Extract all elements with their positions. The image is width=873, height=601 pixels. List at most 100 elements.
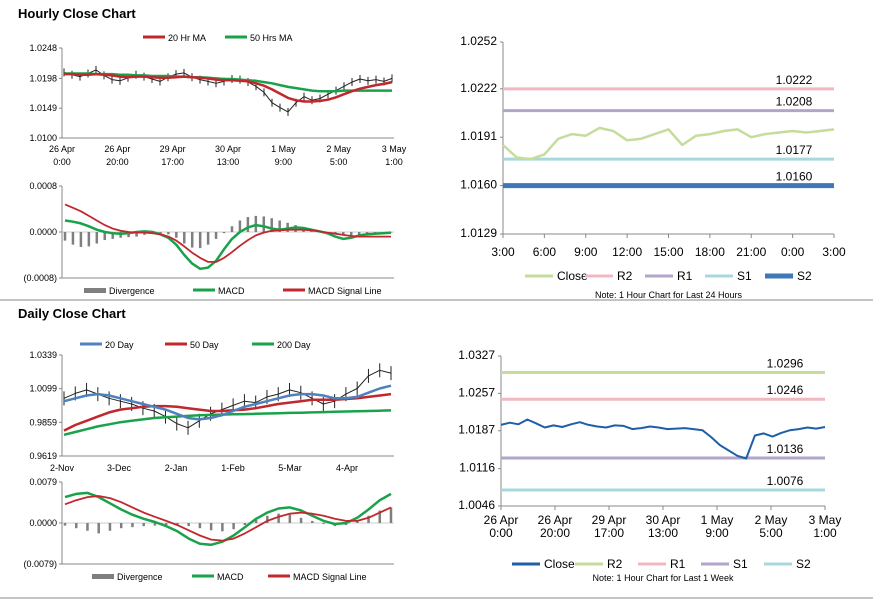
daily_pivot-close-line [500, 418, 826, 460]
daily_pivot-x-tick-label: 20:00 [540, 526, 570, 540]
daily-price-legend-label: 20 Day [105, 340, 134, 350]
hourly-price-x-tick-label: 30 Apr [215, 144, 241, 154]
hourly_pivot-level-label: 1.0222 [776, 73, 813, 87]
daily_macd-legend-swatch [92, 574, 114, 579]
hourly-price-x-tick-label: 26 Apr [104, 144, 130, 154]
daily_pivot-x-tick-label: 17:00 [594, 526, 624, 540]
hourly_pivot-level-label: 1.0208 [776, 95, 813, 109]
daily-price-legend-label: 200 Day [277, 340, 311, 350]
hourly_pivot-y-tick-label: 1.0252 [460, 34, 497, 48]
daily_pivot-note: Note: 1 Hour Chart for Last 1 Week [593, 573, 734, 583]
hourly_pivot-y-tick-label: 1.0222 [460, 81, 497, 95]
daily_pivot-x-tick-label: 13:00 [648, 526, 678, 540]
hourly_pivot-x-tick-label: 12:00 [612, 245, 642, 259]
daily_pivot-x-tick-label: 0:00 [489, 526, 513, 540]
daily_macd-y-tick-label: 0.0000 [29, 518, 57, 528]
daily_macd-legend-label: MACD [217, 572, 244, 582]
daily_pivot-x-tick-label: 3 May [809, 513, 842, 527]
hourly_pivot-y-tick-label: 1.0129 [460, 226, 497, 240]
hourly-section-title: Hourly Close Chart [18, 6, 136, 21]
hourly-price-legend-label: 50 Hrs MA [250, 33, 293, 43]
daily_pivot-x-tick-label: 26 Apr [484, 513, 519, 527]
hourly-price-y-tick-label: 1.0100 [29, 133, 57, 143]
daily-price-x-tick-label: 2-Nov [50, 463, 75, 473]
daily_macd-legend-label: Divergence [117, 572, 163, 582]
daily_macd-legend-label: MACD Signal Line [293, 572, 367, 582]
hourly_macd-signal-line [64, 203, 391, 263]
hourly_pivot-level-label: 1.0177 [776, 143, 813, 157]
hourly-price-x-tick-label: 20:00 [106, 157, 129, 167]
daily-price-legend-label: 50 Day [190, 340, 219, 350]
daily_pivot-y-tick-label: 1.0257 [458, 385, 495, 399]
daily-pivot-chart: 1.0327 1.0257 1.0187 1.0116 1.0046 1.0296 1.02… [458, 348, 841, 583]
hourly-20hr-ma-line [64, 72, 393, 103]
hourly-pivot-chart: 1.0252 1.0222 1.0191 1.0160 1.0129 1.0222 1.02… [460, 34, 846, 300]
daily_macd-y-tick-label: (0.0079) [23, 559, 57, 569]
hourly-price-y-tick-label: 1.0248 [29, 43, 57, 53]
hourly_macd-y-tick-label: 0.0008 [29, 181, 57, 191]
daily-20day-ma-line [63, 384, 392, 421]
hourly_macd-legend-label: MACD Signal Line [308, 286, 382, 296]
hourly_pivot-x-tick-label: 15:00 [653, 245, 683, 259]
daily_macd-signal-line [64, 495, 392, 542]
hourly-price-x-tick-label: 2 May [326, 144, 351, 154]
hourly_pivot-legend-label: Close [557, 269, 588, 283]
daily_pivot-x-tick-label: 1:00 [813, 526, 837, 540]
daily_pivot-legend-label: R2 [607, 557, 623, 571]
daily-section-title: Daily Close Chart [18, 306, 126, 321]
daily-price-x-tick-label: 1-Feb [221, 463, 245, 473]
daily_pivot-level-label: 1.0136 [767, 442, 804, 456]
hourly-price-x-tick-label: 9:00 [275, 157, 293, 167]
daily_pivot-y-tick-label: 1.0046 [458, 498, 495, 512]
hourly-macd-chart: 0.0008 0.0000 (0.0008) Divergence MACD MACD S… [23, 181, 394, 296]
hourly_pivot-x-tick-label: 18:00 [695, 245, 725, 259]
daily_pivot-y-tick-label: 1.0187 [458, 423, 495, 437]
hourly_pivot-y-tick-label: 1.0160 [460, 178, 497, 192]
hourly_pivot-legend-label: S2 [797, 269, 812, 283]
hourly_pivot-level-label: 1.0160 [776, 170, 813, 184]
hourly_pivot-x-tick-label: 6:00 [533, 245, 557, 259]
daily-price-x-tick-label: 3-Dec [107, 463, 132, 473]
hourly_pivot-x-tick-label: 0:00 [781, 245, 805, 259]
daily-price-y-tick-label: 1.0099 [29, 384, 57, 394]
daily-price-chart: 1.0339 1.0099 0.9859 0.9619 2-Nov 3-Dec 2-Jan 1… [29, 340, 394, 473]
hourly_pivot-x-tick-label: 9:00 [574, 245, 598, 259]
hourly_macd-y-tick-label: 0.0000 [29, 227, 57, 237]
daily-price-y-tick-label: 1.0339 [29, 350, 57, 360]
hourly-price-x-tick-label: 13:00 [217, 157, 240, 167]
daily-price-y-tick-label: 0.9619 [29, 451, 57, 461]
daily_pivot-legend-label: R1 [670, 557, 686, 571]
hourly-price-x-tick-label: 0:00 [53, 157, 71, 167]
hourly_pivot-legend-label: R1 [677, 269, 693, 283]
daily_pivot-x-tick-label: 5:00 [759, 526, 783, 540]
hourly_macd-legend-label: MACD [218, 286, 245, 296]
daily_pivot-x-tick-label: 26 Apr [538, 513, 573, 527]
daily_pivot-level-label: 1.0296 [767, 357, 804, 371]
daily-price-y-tick-label: 0.9859 [29, 417, 57, 427]
hourly_pivot-note: Note: 1 Hour Chart for Last 24 Hours [595, 290, 743, 300]
hourly-price-x-tick-label: 3 May [382, 144, 407, 154]
daily_pivot-x-tick-label: 29 Apr [592, 513, 627, 527]
daily_pivot-x-tick-label: 2 May [755, 513, 788, 527]
daily_pivot-legend-label: S1 [733, 557, 748, 571]
hourly_pivot-legend-label: S1 [737, 269, 752, 283]
daily-price-x-tick-label: 4-Apr [336, 463, 358, 473]
daily-200day-ma-line [63, 409, 392, 437]
daily-macd-chart: 0.0079 0.0000 (0.0079) Divergence MACD MACD S… [23, 477, 394, 582]
hourly-price-y-tick-label: 1.0198 [29, 73, 57, 83]
daily_pivot-legend-label: Close [544, 557, 575, 571]
daily-price-x-tick-label: 2-Jan [165, 463, 188, 473]
hourly-price-x-tick-label: 26 Apr [49, 144, 75, 154]
hourly-price-y-tick-label: 1.0149 [29, 103, 57, 113]
daily_pivot-y-tick-label: 1.0327 [458, 348, 495, 362]
daily_pivot-x-tick-label: 9:00 [705, 526, 729, 540]
daily_pivot-x-tick-label: 30 Apr [646, 513, 681, 527]
hourly-price-x-tick-label: 5:00 [330, 157, 348, 167]
hourly_macd-legend-swatch [84, 288, 106, 293]
daily_pivot-x-tick-label: 1 May [701, 513, 734, 527]
hourly-price-x-tick-label: 17:00 [161, 157, 184, 167]
hourly_pivot-x-tick-label: 21:00 [736, 245, 766, 259]
hourly_macd-legend-label: Divergence [109, 286, 155, 296]
hourly-price-x-tick-label: 29 Apr [160, 144, 186, 154]
